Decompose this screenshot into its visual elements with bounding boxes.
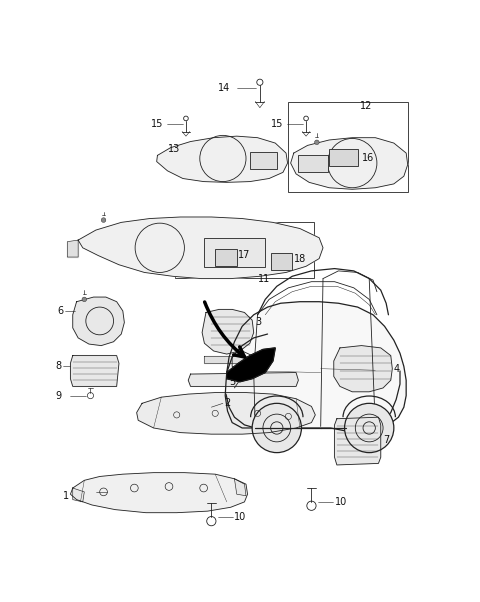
Polygon shape (71, 473, 248, 513)
Bar (271, 253, 292, 270)
Polygon shape (67, 240, 78, 257)
Polygon shape (73, 488, 84, 502)
Text: 10: 10 (335, 497, 347, 507)
Circle shape (82, 297, 86, 302)
Bar (215, 249, 237, 266)
Text: 7: 7 (383, 435, 389, 445)
Polygon shape (334, 346, 392, 392)
Polygon shape (137, 393, 315, 434)
Polygon shape (188, 373, 299, 386)
Circle shape (101, 218, 106, 222)
Polygon shape (291, 138, 408, 189)
Polygon shape (78, 217, 323, 279)
Polygon shape (202, 309, 254, 354)
Text: 4: 4 (394, 364, 400, 374)
Text: 13: 13 (168, 144, 180, 154)
Bar (299, 155, 328, 172)
Text: 17: 17 (238, 250, 251, 261)
Text: 11: 11 (258, 273, 270, 284)
Polygon shape (204, 356, 254, 363)
Polygon shape (234, 479, 246, 495)
Polygon shape (335, 417, 381, 465)
Text: 1: 1 (63, 491, 69, 501)
Text: 12: 12 (360, 101, 372, 111)
Polygon shape (71, 356, 119, 386)
Text: 15: 15 (151, 119, 164, 129)
Text: 14: 14 (217, 82, 230, 93)
Text: 9: 9 (55, 391, 61, 401)
Bar (288, 102, 408, 193)
Text: 8: 8 (55, 361, 61, 371)
Circle shape (345, 403, 394, 453)
Circle shape (252, 403, 301, 453)
Text: 10: 10 (234, 512, 247, 523)
Text: 16: 16 (361, 154, 374, 164)
Circle shape (314, 140, 319, 144)
Text: 6: 6 (58, 306, 63, 316)
Polygon shape (73, 297, 124, 346)
Bar (204, 238, 265, 267)
Text: 2: 2 (225, 399, 231, 408)
Polygon shape (227, 348, 275, 382)
Bar (250, 152, 277, 169)
Text: 3: 3 (255, 317, 262, 327)
Polygon shape (156, 136, 288, 182)
Text: 18: 18 (294, 253, 306, 264)
Text: 5: 5 (229, 377, 235, 386)
Text: 15: 15 (271, 119, 284, 129)
Polygon shape (225, 302, 406, 432)
Bar (329, 149, 359, 166)
Bar (175, 222, 314, 278)
